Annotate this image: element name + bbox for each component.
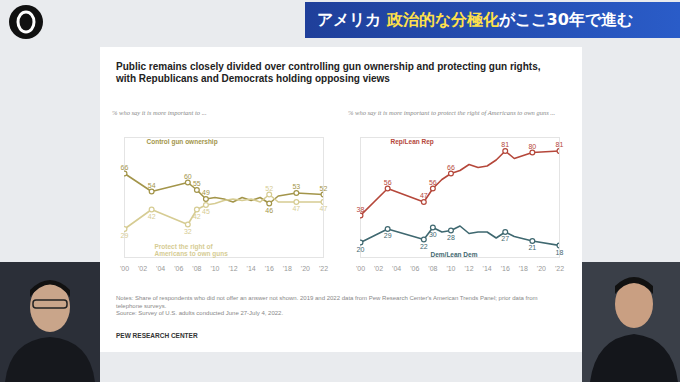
svg-text:'22: '22 [555, 265, 564, 272]
html-text:Public remains closely divided: Public remains closely divided over cont… [116, 61, 541, 84]
svg-text:'10: '10 [446, 265, 455, 272]
svg-text:27: 27 [501, 235, 509, 242]
svg-text:'16: '16 [501, 265, 510, 272]
svg-text:80: 80 [528, 143, 536, 150]
svg-text:53: 53 [292, 183, 300, 190]
svg-text:47: 47 [292, 205, 300, 212]
svg-text:56: 56 [429, 179, 437, 186]
svg-text:'18: '18 [283, 265, 292, 272]
svg-text:'10: '10 [210, 265, 219, 272]
svg-text:Control gun ownership: Control gun ownership [147, 138, 218, 146]
svg-text:54: 54 [148, 182, 156, 189]
svg-text:29: 29 [384, 232, 392, 239]
svg-text:'08: '08 [192, 265, 201, 272]
html-text:Source: Survey of U.S. adults: Source: Survey of U.S. adults conducted … [116, 310, 284, 316]
svg-text:55: 55 [193, 180, 201, 187]
svg-text:'16: '16 [265, 265, 274, 272]
svg-text:28: 28 [447, 234, 455, 241]
svg-text:49: 49 [202, 189, 210, 196]
svg-text:'00: '00 [356, 265, 365, 272]
svg-text:47: 47 [420, 192, 428, 199]
html-text:% who say it is more important: % who say it is more important to ... [112, 109, 207, 116]
svg-text:'02: '02 [374, 265, 383, 272]
svg-text:'06: '06 [410, 265, 419, 272]
svg-text:66: 66 [121, 164, 129, 171]
svg-text:45: 45 [202, 208, 210, 215]
svg-text:'12: '12 [464, 265, 473, 272]
html-text:アメリカ政治的な分極化がここ30年で進む: アメリカ政治的な分極化がここ30年で進む [317, 10, 633, 29]
svg-text:56: 56 [384, 179, 392, 186]
svg-text:'14: '14 [483, 265, 492, 272]
svg-text:30: 30 [429, 231, 437, 238]
svg-text:38: 38 [357, 206, 365, 213]
svg-text:'08: '08 [428, 265, 437, 272]
svg-text:'06: '06 [174, 265, 183, 272]
svg-text:52: 52 [320, 185, 328, 192]
svg-text:'20: '20 [537, 265, 546, 272]
svg-text:18: 18 [556, 249, 564, 256]
html-text:PEW RESEARCH CENTER: PEW RESEARCH CENTER [116, 332, 198, 339]
svg-text:'22: '22 [319, 265, 328, 272]
svg-text:42: 42 [193, 213, 201, 220]
html-text:% who say it is more important: % who say it is more important to protec… [348, 109, 556, 116]
svg-text:'20: '20 [301, 265, 310, 272]
svg-text:47: 47 [320, 205, 328, 212]
svg-text:42: 42 [148, 213, 156, 220]
svg-text:22: 22 [420, 243, 428, 250]
svg-text:'18: '18 [519, 265, 528, 272]
svg-text:29: 29 [121, 232, 129, 239]
svg-text:Dem/Lean Dem: Dem/Lean Dem [431, 251, 478, 258]
svg-text:21: 21 [528, 244, 536, 251]
svg-text:32: 32 [184, 228, 192, 235]
svg-text:Protect the right ofAmericans: Protect the right ofAmericans to own gun… [155, 243, 229, 258]
svg-text:20: 20 [357, 246, 365, 253]
svg-text:81: 81 [501, 141, 509, 148]
svg-text:'14: '14 [247, 265, 256, 272]
svg-text:66: 66 [447, 164, 455, 171]
svg-text:Rep/Lean Rep: Rep/Lean Rep [391, 138, 434, 146]
svg-text:60: 60 [184, 173, 192, 180]
svg-text:'04: '04 [392, 265, 401, 272]
svg-text:'04: '04 [156, 265, 165, 272]
svg-text:'02: '02 [138, 265, 147, 272]
html-text:Notes: Share of respondents wh: Notes: Share of respondents who did not … [116, 295, 538, 309]
svg-text:'12: '12 [228, 265, 237, 272]
svg-text:81: 81 [556, 141, 564, 148]
svg-text:52: 52 [265, 185, 273, 192]
svg-text:'00: '00 [120, 265, 129, 272]
svg-text:46: 46 [265, 207, 273, 214]
